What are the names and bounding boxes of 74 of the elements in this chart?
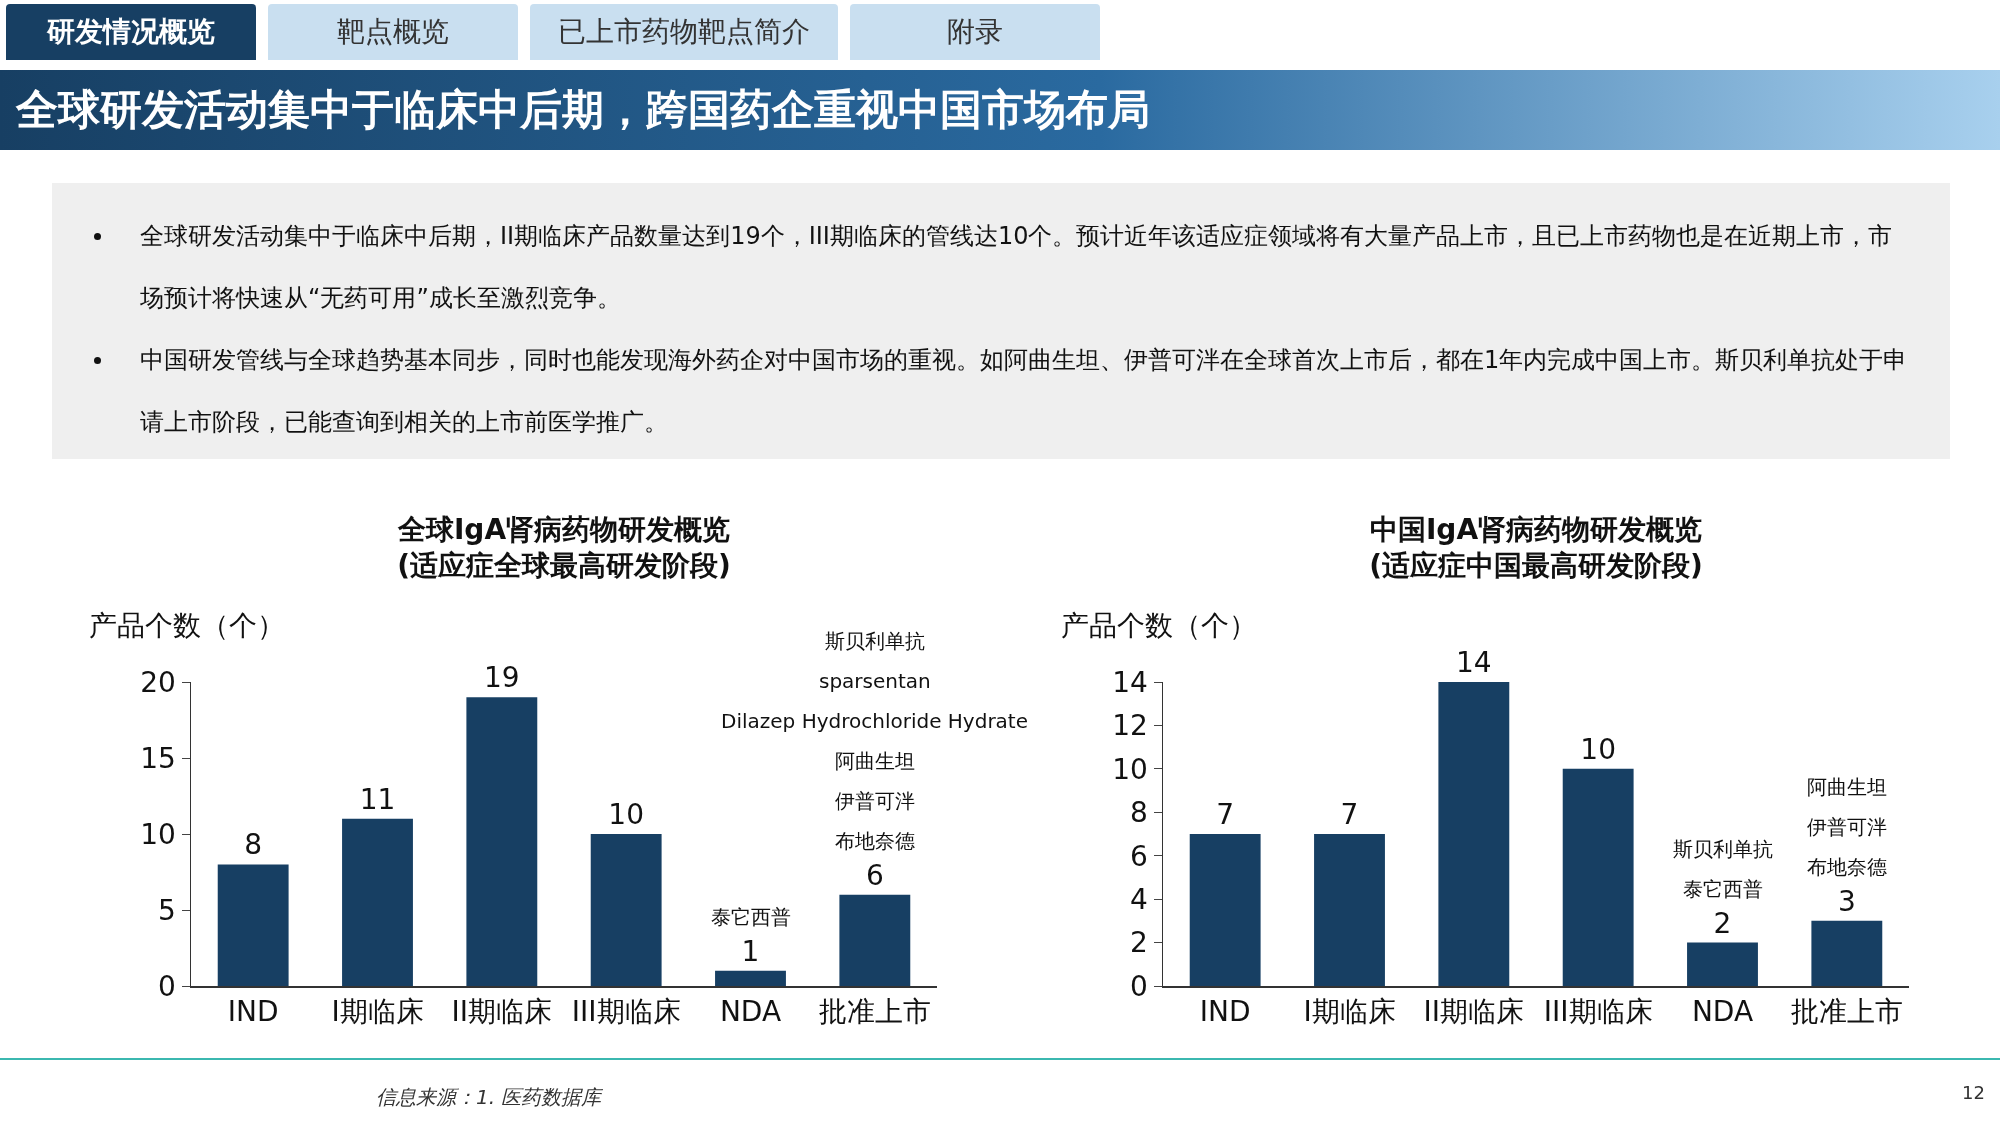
y-tick-label: 5 (158, 893, 176, 927)
x-tick-label: NDA (719, 995, 782, 1029)
y-axis-title: 产品个数（个） (1061, 609, 1257, 642)
data-label: 11 (359, 782, 396, 816)
data-label: 10 (1580, 732, 1616, 766)
data-label: 7 (1340, 798, 1359, 831)
data-label: 8 (244, 828, 263, 862)
text: 已上市药物靶点简介 (530, 4, 838, 60)
bar (1811, 920, 1883, 986)
bar (1687, 942, 1758, 986)
annotation: 阿曲生坦 (1807, 775, 1887, 799)
bar (1314, 834, 1385, 986)
text: 研发情况概览 (6, 4, 256, 60)
data-label: 2 (1713, 906, 1732, 940)
y-tick-label: 10 (1112, 752, 1148, 786)
annotation: 伊普可泮 (1807, 815, 1887, 839)
text: 12 (1962, 1082, 1985, 1103)
x-tick-label: I期临床 (331, 995, 424, 1029)
bar (590, 834, 662, 986)
chart-title: 全球IgA肾病药物研发概览 (适应症全球最高研发阶段) (396, 512, 731, 582)
y-tick-label: 8 (1130, 796, 1148, 830)
annotation: 泰它西普 (1683, 877, 1763, 901)
data-label: 3 (1837, 884, 1856, 918)
x-tick-label: IND (227, 995, 279, 1029)
y-tick-label: 6 (1130, 839, 1148, 873)
text: 斯贝利单抗 (825, 629, 925, 653)
annotation: 伊普可泮 (835, 789, 915, 813)
x-tick-label: IND (1199, 995, 1251, 1029)
data-label: 10 (608, 798, 644, 831)
annotation: 斯贝利单抗 (1673, 837, 1773, 861)
data-label: 14 (1456, 646, 1492, 679)
x-tick-label: NDA (1691, 995, 1754, 1029)
y-tick-label: 14 (1112, 665, 1148, 699)
annotation: 布地奈德 (835, 829, 915, 853)
bar (1438, 682, 1510, 986)
annotation: sparsentan (819, 669, 931, 693)
y-tick-label: 2 (1130, 926, 1148, 960)
bar (715, 970, 786, 986)
x-tick-label: III期临床 (1543, 995, 1653, 1029)
bar (217, 864, 289, 986)
text: 全球研发活动集中于临床中后期，II期临床产品数量达到19个，III期临床的管线达10个。预计近年该适应症领域将有大量产品上市，且已上市药物也是在近期上市，市场预计将快速从“无药可用”成长至激烈竞争。 (140, 222, 1893, 312)
annotation: 阿曲生坦 (835, 749, 915, 773)
x-tick-label: 批准上市 (818, 995, 931, 1029)
x-tick-label: I期临床 (1303, 995, 1396, 1029)
text: 全球研发活动集中于临床中后期，跨国药企重视中国市场布局 (0, 70, 2000, 150)
y-tick-label: 20 (140, 665, 176, 699)
y-tick-label: 0 (158, 969, 176, 1003)
annotation: 布地奈德 (1807, 855, 1887, 879)
data-label: 19 (484, 661, 520, 695)
data-label: 6 (865, 858, 884, 892)
chart-title: 中国IgA肾病药物研发概览 (适应症中国最高研发阶段) (1369, 512, 1703, 582)
y-tick-label: 10 (140, 817, 176, 851)
x-tick-label: II期临床 (1423, 995, 1525, 1029)
bar (1189, 834, 1261, 986)
annotation: 泰它西普 (711, 905, 791, 929)
text: 附录 (850, 4, 1100, 60)
x-tick-label: II期临床 (451, 995, 553, 1029)
text: 中国研发管线与全球趋势基本同步，同时也能发现海外药企对中国市场的重视。如阿曲生坦、伊普可泮在全球首次上市后，都在1年内完成中国上市。斯贝利单抗处于申请上市阶段，已能查询到相关的上市前医学推广。 (140, 346, 1908, 436)
bar (466, 697, 538, 986)
data-label: 1 (741, 934, 760, 968)
x-tick-label: III期临床 (571, 995, 681, 1029)
y-tick-label: 12 (1112, 709, 1148, 743)
data-label: 7 (1216, 798, 1235, 831)
annotation: Dilazep Hydrochloride Hydrate (721, 709, 1029, 733)
x-tick-label: 批准上市 (1790, 995, 1903, 1029)
bar (342, 818, 413, 986)
y-axis-title: 产品个数（个） (89, 609, 285, 642)
y-tick-label: 4 (1130, 882, 1148, 916)
text: 信息来源：1. 医药数据库 (376, 1084, 602, 1111)
text: 靶点概览 (268, 4, 518, 60)
y-tick-label: 15 (140, 741, 176, 775)
y-tick-label: 0 (1130, 969, 1148, 1003)
bar (839, 894, 911, 986)
bar (1562, 768, 1634, 986)
